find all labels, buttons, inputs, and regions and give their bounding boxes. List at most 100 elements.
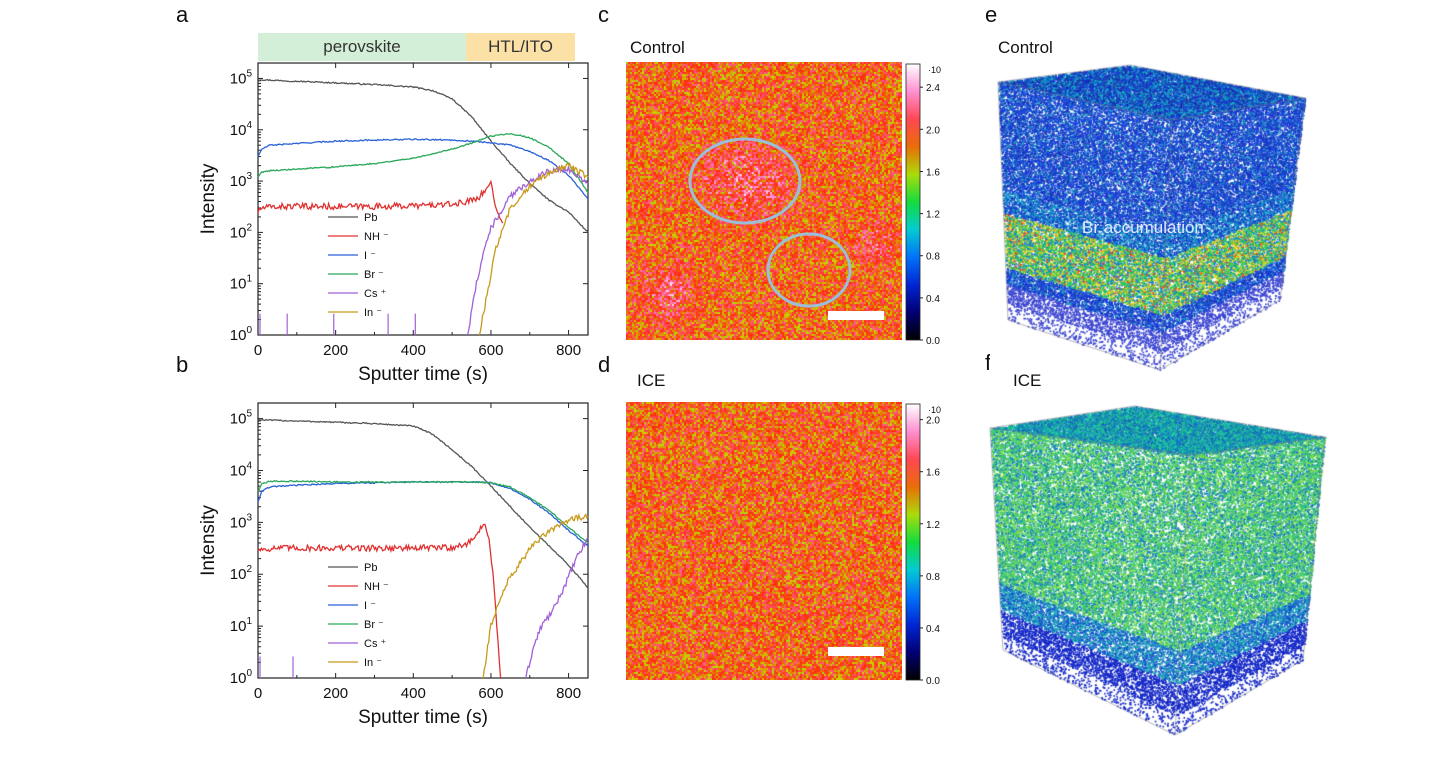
legend-label: NH ⁻ [364,231,389,243]
colorbar-exponent: ·10 [928,405,941,415]
plot-frame [257,402,589,679]
colorbar-tick-label: 0.8 [926,572,940,583]
legend-label: In ⁻ [364,307,382,319]
y-axis-label: Intensity [198,505,219,576]
series-line [257,138,589,200]
y-tick-exponent: 1 [246,616,252,627]
panel-label-d: d [598,352,611,377]
y-tick-label: 101 [230,616,253,635]
series-line [257,418,589,589]
x-tick-label: 800 [556,685,581,702]
y-tick-label: 103 [230,171,253,190]
map-d-overlay [828,647,884,656]
series-line [257,133,589,193]
legend-label: I ⁻ [364,250,376,262]
y-tick-exponent: 3 [246,512,252,523]
y-tick-exponent: 4 [246,120,252,131]
3d-render-control [990,60,1310,380]
legend-label: Pb [364,562,377,574]
series-line [257,179,504,224]
colorbar-tick-label: 2.4 [926,83,940,94]
panel-label-a: a [176,2,189,27]
plot-frame [257,62,589,336]
tof-sims-map-control [626,62,902,340]
series-line [257,78,589,233]
x-tick-label: 800 [556,342,581,359]
scale-bar [828,311,884,320]
colorbar-tick-label: 2.0 [926,125,940,136]
series-line [257,523,502,679]
y-tick-exponent: 1 [246,274,252,285]
colorbar-bar [905,63,921,341]
map-title-control: Control [630,38,685,57]
tof-sims-map-ice [626,402,902,680]
colorbar-exponent: ·10 [928,65,941,75]
series-line [257,479,589,544]
x-tick-label: 400 [401,342,426,359]
y-tick-label: 105 [230,409,253,428]
x-axis-label: Sputter time (s) [358,707,488,728]
colorbar-ice: 2.0 1.6 1.2 0.8 0.4 0.0 ·10 [905,403,941,687]
y-tick-label: 104 [230,120,253,139]
br-accumulation-annotation: Br accumulation [1082,218,1204,237]
y-tick-exponent: 4 [246,460,252,471]
colorbar-tick-label: 0.4 [926,294,940,305]
series-line [466,164,589,336]
legend-label: Cs ⁺ [364,638,387,650]
colorbar-tick-label: 0.4 [926,624,940,635]
colorbar-tick-label: 1.6 [926,167,940,178]
region-htl-label: HTL/ITO [488,37,553,56]
x-tick-label: 400 [401,685,426,702]
legend-label: Pb [364,212,377,224]
y-tick-label: 100 [230,668,253,687]
y-tick-exponent: 5 [246,409,252,420]
y-tick-label: 103 [230,512,253,531]
x-tick-label: 200 [323,342,348,359]
cube-title-ice: ICE [1013,371,1042,390]
x-tick-label: 0 [254,342,262,359]
y-tick-label: 102 [230,564,253,583]
colorbar-tick-label: 1.6 [926,468,940,479]
legend-label: Cs ⁺ [364,288,387,300]
y-tick-exponent: 0 [246,325,252,336]
colorbar-tick-label: 1.2 [926,210,940,221]
3d-render-ice [985,400,1330,745]
y-tick-label: 102 [230,222,253,241]
colorbar-control: 2.4 2.0 1.6 1.2 0.8 0.4 0.0 ·10 [905,63,941,347]
y-tick-exponent: 3 [246,171,252,182]
colorbar-bar [905,403,921,681]
legend-label: I ⁻ [364,600,376,612]
colorbar-tick-label: 0.0 [926,676,940,687]
y-tick-label: 100 [230,325,253,344]
scale-bar [828,647,884,656]
y-tick-exponent: 2 [246,564,252,575]
y-tick-label: 104 [230,460,253,479]
highlight-ellipse [688,137,802,225]
y-tick-exponent: 2 [246,222,252,233]
panel-label-f: f [985,350,992,375]
x-tick-label: 0 [254,685,262,702]
region-perovskite: perovskite [258,33,466,61]
panel-label-c: c [598,2,609,27]
legend-label: In ⁻ [364,657,382,669]
map-c-overlay [688,137,884,320]
map-title-ice: ICE [637,371,666,390]
legend-label: NH ⁻ [364,581,389,593]
x-axis-label: Sputter time (s) [358,364,488,385]
series-line [478,162,589,336]
y-tick-label: 105 [230,68,253,87]
series-line [525,537,589,679]
y-tick-exponent: 5 [246,68,252,79]
x-tick-label: 600 [478,342,503,359]
x-tick-label: 600 [478,685,503,702]
cube-title-control: Control [998,38,1053,57]
highlight-ellipse [766,232,852,308]
y-axis-label: Intensity [198,163,219,234]
colorbar-tick-label: 0.0 [926,336,940,347]
panel-label-e: e [985,2,998,27]
panel-label-b: b [176,352,189,377]
series-line [482,512,589,679]
region-perovskite-label: perovskite [323,37,401,56]
